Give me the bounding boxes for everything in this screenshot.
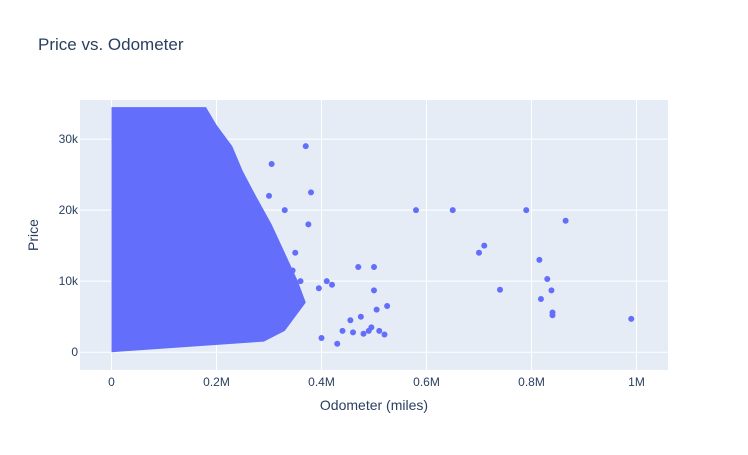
- dense-point-region: [111, 107, 306, 353]
- data-point: [357, 313, 364, 320]
- data-point: [497, 286, 503, 293]
- data-point: [329, 281, 335, 288]
- data-point: [381, 331, 388, 338]
- data-point: [360, 330, 367, 337]
- x-tick-label: 0.6M: [413, 375, 440, 389]
- data-point: [334, 340, 341, 347]
- chart-title: Price vs. Odometer: [38, 35, 184, 54]
- y-tick-label: 10k: [59, 274, 79, 288]
- x-axis-title: Odometer (miles): [320, 397, 428, 413]
- data-point: [371, 287, 377, 294]
- data-point: [281, 207, 288, 214]
- y-tick-label: 0: [71, 345, 78, 359]
- data-point: [544, 276, 551, 283]
- data-point: [318, 335, 325, 342]
- data-point: [297, 278, 304, 285]
- data-point: [537, 295, 544, 302]
- y-tick-label: 20k: [59, 203, 79, 217]
- data-point: [476, 249, 482, 256]
- y-axis-title: Price: [25, 219, 41, 251]
- x-axis-ticks: 0 0.2M 0.4M 0.6M 0.8M 1M: [108, 375, 645, 389]
- data-point: [562, 217, 569, 224]
- x-tick-label: 0.4M: [308, 375, 335, 389]
- data-point: [305, 221, 312, 228]
- data-point: [350, 329, 356, 336]
- data-point: [266, 192, 272, 199]
- data-point: [549, 312, 556, 319]
- data-point: [628, 315, 635, 322]
- data-point: [347, 317, 354, 324]
- data-point: [413, 207, 419, 214]
- data-point: [302, 143, 309, 150]
- data-point: [373, 306, 380, 313]
- x-tick-label: 0.8M: [518, 375, 545, 389]
- y-axis-ticks: 0 10k 20k 30k: [59, 132, 79, 359]
- data-point: [289, 267, 296, 274]
- y-tick-label: 30k: [59, 132, 79, 146]
- data-point: [292, 249, 299, 256]
- data-point: [376, 327, 383, 334]
- data-point: [355, 263, 362, 270]
- data-point: [368, 324, 375, 331]
- data-point: [384, 303, 391, 310]
- data-point: [339, 327, 346, 334]
- data-point: [536, 256, 543, 263]
- data-point: [449, 207, 456, 214]
- data-point: [308, 189, 314, 196]
- data-point: [323, 278, 330, 285]
- data-point: [548, 287, 555, 294]
- x-tick-label: 0: [108, 375, 115, 389]
- data-point: [523, 207, 530, 214]
- x-tick-label: 0.2M: [203, 375, 230, 389]
- data-point: [315, 285, 322, 292]
- dense-point-cloud: [111, 107, 306, 353]
- data-points: [266, 143, 635, 347]
- data-point: [481, 242, 488, 249]
- data-point: [371, 263, 377, 270]
- x-tick-label: 1M: [628, 375, 645, 389]
- data-point: [268, 160, 275, 167]
